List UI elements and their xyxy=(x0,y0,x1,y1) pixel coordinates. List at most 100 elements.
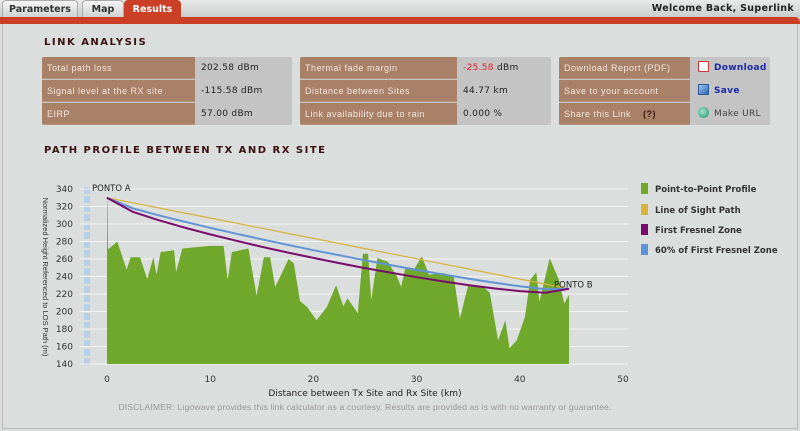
legend-swatch-los xyxy=(641,204,648,215)
ponto-b-label: PONTO B xyxy=(554,281,593,291)
axis-strip-block xyxy=(84,313,90,320)
axis-strip-block xyxy=(84,295,90,302)
axis-strip-block xyxy=(84,331,90,338)
download-button[interactable]: Download xyxy=(692,57,767,79)
metric-value: -25.58 dBm xyxy=(457,57,519,79)
legend-swatch-fresnel-60 xyxy=(641,244,648,255)
metric-value: 57.00 dBm xyxy=(201,109,253,119)
y-tick-label: 240 xyxy=(56,273,73,283)
tab-map[interactable]: Map xyxy=(82,0,124,18)
legend-label: Point-to-Point Profile xyxy=(655,185,757,195)
axis-strip-block xyxy=(84,322,90,329)
axis-strip-block xyxy=(84,196,90,203)
metric-value: 0.000 % xyxy=(463,109,503,119)
axis-strip-block xyxy=(84,214,90,221)
y-tick-label: 160 xyxy=(56,343,73,353)
axis-strip-block xyxy=(84,349,90,356)
metric-label: Total path loss xyxy=(42,57,195,79)
top-bar xyxy=(0,0,800,18)
y-tick-label: 180 xyxy=(56,325,73,335)
los-line xyxy=(106,197,570,290)
legend-item: 60% of First Fresnel Zone xyxy=(641,244,778,256)
action-row: Download Report (PDF) Download xyxy=(559,57,770,79)
tab-underline xyxy=(0,17,800,24)
metric-value: 44.77 km xyxy=(463,86,509,96)
metric-label: Thermal fade margin xyxy=(300,57,457,79)
share-label: Share this Link xyxy=(564,109,632,119)
download-link[interactable]: Download xyxy=(714,63,767,73)
axis-strip-block xyxy=(84,358,90,365)
axis-strip-block xyxy=(84,304,90,311)
y-tick-label: 200 xyxy=(56,308,73,318)
welcome-message: Welcome Back, Superlink xyxy=(651,3,794,14)
fade-margin-value: -25.58 xyxy=(463,63,494,73)
y-tick-label: 340 xyxy=(56,185,73,195)
legend-item: Point-to-Point Profile xyxy=(641,183,756,195)
metric-row: EIRP 57.00 dBm xyxy=(42,103,292,125)
save-link[interactable]: Save xyxy=(714,86,740,96)
tab-parameters[interactable]: Parameters xyxy=(2,0,78,18)
y-tick-label: 320 xyxy=(56,203,73,213)
x-tick-label: 0 xyxy=(104,375,110,385)
legend-swatch-fresnel xyxy=(641,224,648,235)
axis-strip-block xyxy=(84,277,90,284)
axis-strip-block xyxy=(84,187,90,194)
make-url-button[interactable]: Make URL xyxy=(692,103,761,125)
metric-label: Signal level at the RX site xyxy=(42,80,195,102)
save-icon xyxy=(698,84,709,95)
link-analysis-title: LINK ANALYSIS xyxy=(44,37,148,48)
fresnel-line xyxy=(106,196,570,294)
axis-strip-block xyxy=(84,250,90,257)
ponto-a-label: PONTO A xyxy=(92,184,131,194)
axis-strip-block xyxy=(84,223,90,230)
x-axis-label: Distance between Tx Site and Rx Site (km… xyxy=(268,389,461,399)
y-tick-label: 300 xyxy=(56,220,73,230)
legend-swatch-terrain xyxy=(641,183,648,194)
tab-results[interactable]: Results xyxy=(124,0,181,18)
path-profile-chart: 140 160 180 200 220 240 260 280 300 320 340 0 10 20 30… xyxy=(41,184,629,399)
metric-row: Link availability due to rain 0.000 % xyxy=(300,103,551,125)
axis-strip-block xyxy=(84,259,90,266)
disclaimer: DISCLAIMER: Ligowave provides this link … xyxy=(118,402,612,412)
actions-box: Download Report (PDF) Download Save to yo… xyxy=(559,57,770,125)
y-tick-label: 280 xyxy=(56,238,73,248)
y-tick-label: 140 xyxy=(56,360,73,370)
fade-margin-unit: dBm xyxy=(493,63,519,73)
x-tick-label: 50 xyxy=(617,375,629,385)
link-metrics-box-1: Total path loss 202.58 dBm Signal level a… xyxy=(42,57,292,125)
axis-strip-block xyxy=(84,340,90,347)
save-button[interactable]: Save xyxy=(692,80,740,102)
globe-icon xyxy=(698,107,709,118)
y-tick-label: 220 xyxy=(56,290,73,300)
legend-item: First Fresnel Zone xyxy=(641,224,742,236)
help-link[interactable]: (?) xyxy=(643,109,657,119)
axis-strip-block xyxy=(84,232,90,239)
y-axis-label: Normalized Height Referenced to LOS Path… xyxy=(41,198,50,357)
action-row: Save to your account Save xyxy=(559,80,770,102)
terrain-area xyxy=(107,197,570,364)
axis-strip-block xyxy=(84,268,90,275)
metric-row: Thermal fade margin -25.58 dBm xyxy=(300,57,551,79)
pdf-icon xyxy=(698,61,709,72)
legend-label: Line of Sight Path xyxy=(655,206,741,216)
x-tick-label: 30 xyxy=(411,375,423,385)
axis-strip-block xyxy=(84,241,90,248)
x-tick-label: 40 xyxy=(514,375,526,385)
make-url-link[interactable]: Make URL xyxy=(714,109,761,119)
legend-label: 60% of First Fresnel Zone xyxy=(655,246,778,256)
metric-row: Total path loss 202.58 dBm xyxy=(42,57,292,79)
metric-label: Link availability due to rain xyxy=(300,103,457,125)
axis-strip-block xyxy=(84,286,90,293)
link-metrics-box-2: Thermal fade margin -25.58 dBm Distance b… xyxy=(300,57,551,125)
metric-label: EIRP xyxy=(42,103,195,125)
action-label: Save to your account xyxy=(559,80,690,102)
x-tick-label: 10 xyxy=(204,375,216,385)
x-tick-label: 20 xyxy=(308,375,320,385)
axis-strip-block xyxy=(84,205,90,212)
legend-item: Line of Sight Path xyxy=(641,204,741,216)
path-profile-title: PATH PROFILE BETWEEN TX AND RX SITE xyxy=(44,145,327,156)
metric-row: Distance between Sites 44.77 km xyxy=(300,80,551,102)
y-tick-label: 260 xyxy=(56,255,73,265)
action-label: Download Report (PDF) xyxy=(559,57,690,79)
metric-label: Distance between Sites xyxy=(300,80,457,102)
